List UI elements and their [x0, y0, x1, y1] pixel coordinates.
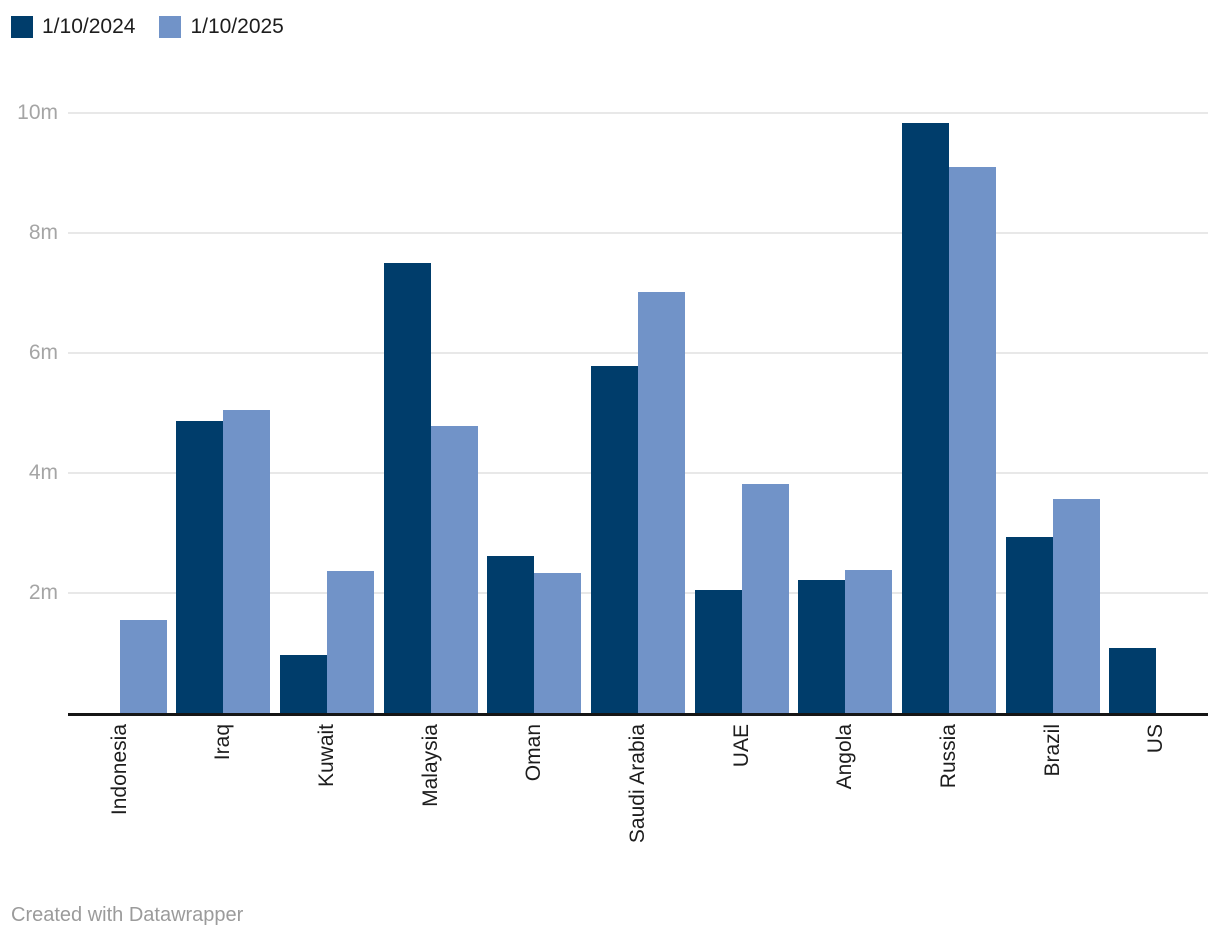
- bar-brazil-1-10-2025[interactable]: [1052, 498, 1100, 713]
- x-axis-tick-label: Kuwait: [315, 724, 339, 788]
- x-axis-tick: Iraq: [172, 724, 276, 889]
- bar-angola-1-10-2024[interactable]: [798, 579, 846, 713]
- bar-group-us: [1104, 113, 1208, 713]
- x-axis-tick: Brazil: [1001, 724, 1105, 889]
- bar-group-brazil: [1001, 113, 1105, 713]
- x-axis: Indonesia Iraq Kuwait Malaysia Oman Saudi Ara…: [68, 724, 1208, 889]
- bar-group-iraq: [172, 113, 276, 713]
- bar-brazil-1-10-2024[interactable]: [1005, 537, 1053, 713]
- bars-container: [68, 113, 1208, 713]
- bar-russia-1-10-2025[interactable]: [948, 167, 996, 713]
- attribution-text: Created with Datawrapper: [11, 904, 244, 926]
- legend: 1/10/2024 1/10/2025: [11, 15, 284, 39]
- x-axis-tick-label: US: [1144, 724, 1168, 754]
- x-axis-tick: Malaysia: [379, 724, 483, 889]
- bar-oman-1-10-2024[interactable]: [487, 555, 535, 713]
- x-axis-tick: Kuwait: [275, 724, 379, 889]
- bar-group-oman: [483, 113, 587, 713]
- gridline: [68, 112, 1208, 114]
- legend-label: 1/10/2024: [42, 15, 136, 38]
- bar-group-uae: [690, 113, 794, 713]
- legend-item-0: 1/10/2024: [11, 15, 135, 39]
- bar-indonesia-1-10-2025[interactable]: [119, 620, 167, 713]
- x-axis-tick-label: Oman: [522, 724, 546, 782]
- bar-group-indonesia: [68, 113, 172, 713]
- bar-malaysia-1-10-2025[interactable]: [430, 425, 478, 713]
- x-axis-tick: Russia: [897, 724, 1001, 889]
- bar-oman-1-10-2025[interactable]: [534, 573, 582, 713]
- plot-area: [68, 112, 1208, 716]
- x-axis-tick-label: Russia: [936, 724, 960, 789]
- gridline: [68, 352, 1208, 354]
- bar-uae-1-10-2024[interactable]: [694, 590, 742, 713]
- x-axis-tick-label: UAE: [729, 724, 753, 768]
- x-axis-tick-label: Angola: [833, 724, 857, 790]
- bar-group-saudi-arabia: [586, 113, 690, 713]
- y-axis-tick-label: 2m: [28, 581, 58, 604]
- bar-russia-1-10-2024[interactable]: [901, 123, 949, 713]
- bar-group-russia: [897, 113, 1001, 713]
- x-axis-tick-label: Brazil: [1040, 724, 1064, 777]
- x-axis-tick: Saudi Arabia: [586, 724, 690, 889]
- bar-group-malaysia: [379, 113, 483, 713]
- x-axis-tick-label: Saudi Arabia: [626, 724, 650, 844]
- legend-swatch-icon: [11, 16, 33, 38]
- bar-kuwait-1-10-2024[interactable]: [280, 654, 328, 713]
- bar-saudi-arabia-1-10-2024[interactable]: [591, 366, 639, 713]
- x-axis-tick: Indonesia: [68, 724, 172, 889]
- bar-iraq-1-10-2025[interactable]: [223, 410, 271, 713]
- bar-group-angola: [793, 113, 897, 713]
- bar-malaysia-1-10-2024[interactable]: [383, 263, 431, 713]
- y-axis-tick-label: 10m: [17, 101, 58, 124]
- x-axis-tick-label: Malaysia: [418, 724, 442, 807]
- x-axis-tick: UAE: [690, 724, 794, 889]
- y-axis-tick-label: 4m: [28, 461, 58, 484]
- bar-uae-1-10-2025[interactable]: [741, 483, 789, 713]
- legend-label: 1/10/2025: [190, 15, 284, 38]
- x-axis-tick-label: Indonesia: [107, 724, 131, 816]
- x-axis-tick: Angola: [793, 724, 897, 889]
- y-axis-tick-label: 8m: [28, 221, 58, 244]
- bar-group-kuwait: [275, 113, 379, 713]
- gridline: [68, 232, 1208, 234]
- legend-item-1: 1/10/2025: [159, 15, 284, 39]
- bar-angola-1-10-2025[interactable]: [845, 570, 893, 713]
- bar-us-1-10-2024[interactable]: [1109, 648, 1157, 713]
- x-axis-tick: US: [1104, 724, 1208, 889]
- bar-iraq-1-10-2024[interactable]: [176, 421, 224, 713]
- y-axis-tick-label: 6m: [28, 341, 58, 364]
- bar-saudi-arabia-1-10-2025[interactable]: [638, 292, 686, 713]
- x-axis-tick-label: Iraq: [211, 724, 235, 761]
- legend-swatch-icon: [159, 16, 182, 38]
- bar-kuwait-1-10-2025[interactable]: [327, 570, 375, 713]
- x-axis-tick: Oman: [483, 724, 587, 889]
